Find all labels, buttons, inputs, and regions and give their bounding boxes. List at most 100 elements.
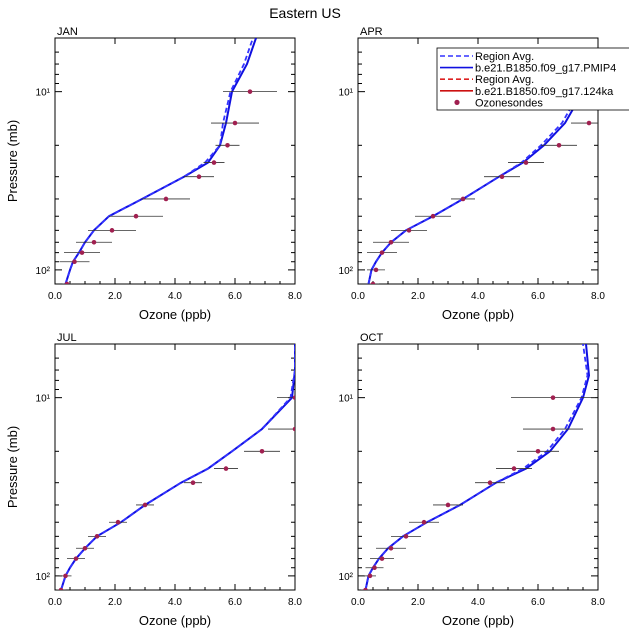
y-tick-label: 10¹ xyxy=(339,394,354,405)
series-model xyxy=(64,38,257,284)
ozonesonde-point xyxy=(223,466,229,471)
ozonesonde-point xyxy=(511,466,517,471)
x-tick-label: 6.0 xyxy=(228,291,242,302)
legend-entry: b.e21.B1850.f09_g17.124ka xyxy=(440,86,614,98)
ozonesonde-point xyxy=(403,534,409,539)
x-tick-label: 6.0 xyxy=(228,597,242,608)
ozonesonde-point xyxy=(556,143,562,148)
plot-frame xyxy=(54,343,296,591)
ozonesonde-point xyxy=(550,395,556,400)
legend-entry: Region Avg. xyxy=(440,74,534,86)
panel-oct: OCT 0.0 2.0 4.0 6.0 8.0 10² 10¹ Ozone (ppb) xyxy=(339,332,606,628)
ozonesonde-point xyxy=(367,573,373,579)
x-tick-label: 6.0 xyxy=(531,597,545,608)
figure-title: Eastern US xyxy=(269,5,341,21)
ozonesonde-point xyxy=(388,239,394,245)
ozonesonde-point xyxy=(58,587,64,590)
y-axis-label: Pressure (mb) xyxy=(5,426,20,508)
series-model xyxy=(364,344,591,590)
series-region-avg xyxy=(64,38,254,284)
x-tick-label: 8.0 xyxy=(288,291,302,302)
ozonesonde-point xyxy=(142,502,148,508)
plot-frame xyxy=(357,343,599,591)
ozonesonde-point xyxy=(487,480,493,485)
ozonesonde-point xyxy=(460,196,466,202)
x-tick-label: 2.0 xyxy=(108,597,122,608)
y-tick-label: 10² xyxy=(36,266,51,277)
plot-frame xyxy=(54,37,296,285)
x-axis-label: Ozone (ppb) xyxy=(442,613,514,628)
ozonesonde-point xyxy=(550,426,556,432)
ozonesonde-point xyxy=(73,556,79,561)
y-axis-label: Pressure (mb) xyxy=(5,120,20,202)
series-region-avg xyxy=(60,344,295,590)
legend-entry: Region Avg. xyxy=(440,51,534,63)
plot-area xyxy=(56,344,295,590)
y-tick-label: 10¹ xyxy=(36,394,51,405)
ozonesonde-point xyxy=(259,449,265,454)
ozonesonde-point xyxy=(535,449,541,454)
y-tick-label: 10¹ xyxy=(36,88,51,99)
ozonesonde-point xyxy=(91,239,97,245)
x-tick-label: 0.0 xyxy=(48,291,62,302)
ozonesonde-point xyxy=(196,174,202,179)
ozonesonde-point xyxy=(94,534,100,539)
legend-marker xyxy=(454,99,460,105)
ozonesonde-point xyxy=(586,120,592,126)
ozonesonde-point xyxy=(63,573,68,579)
legend-entry: Ozonesondes xyxy=(454,97,543,109)
panels: JAN 0.0 2.0 4.0 6.0 8.0 10² 10¹ Ozone (ppb) Press… xyxy=(5,26,606,628)
ozonesonde-point xyxy=(445,502,451,508)
ozonesonde-point xyxy=(225,143,230,148)
ozonesonde-point xyxy=(163,196,169,202)
legend: Region Avg.b.e21.B1850.f09_g17.PMIP4Regi… xyxy=(436,47,629,111)
ozonesonde-point xyxy=(211,160,217,165)
x-tick-label: 8.0 xyxy=(591,291,605,302)
ozonesonde-point xyxy=(133,213,139,219)
ozonesonde-point xyxy=(430,213,436,219)
ozonesonde-point xyxy=(72,259,77,265)
ozonesonde-point xyxy=(499,174,505,179)
x-tick-label: 0.0 xyxy=(351,291,365,302)
x-tick-label: 4.0 xyxy=(471,597,485,608)
ozonesonde-point xyxy=(247,89,253,94)
plot-area xyxy=(361,344,595,590)
ozonesonde-point xyxy=(115,519,121,525)
panel-jul: JUL 0.0 2.0 4.0 6.0 8.0 10² 10¹ Ozone (ppb) Press… xyxy=(5,332,302,628)
ozonesonde-point xyxy=(373,267,379,273)
x-tick-label: 2.0 xyxy=(411,291,425,302)
panel-apr: APR 0.0 2.0 4.0 6.0 8.0 10² 10¹ Ozone (ppb) xyxy=(339,26,606,322)
y-tick-label: 10¹ xyxy=(339,88,354,99)
x-axis-label: Ozone (ppb) xyxy=(139,307,211,322)
x-tick-label: 8.0 xyxy=(288,597,302,608)
ozonesonde-point xyxy=(190,480,196,485)
series-model xyxy=(60,344,295,590)
x-axis-label: Ozone (ppb) xyxy=(442,307,514,322)
panel-jan: JAN 0.0 2.0 4.0 6.0 8.0 10² 10¹ Ozone (ppb) Press… xyxy=(5,26,302,322)
ozonesonde-point xyxy=(109,228,115,233)
legend-label: Region Avg. xyxy=(475,51,534,63)
x-tick-label: 4.0 xyxy=(168,291,182,302)
ozonesonde-point xyxy=(292,426,295,432)
ozonesonde-point xyxy=(379,250,385,255)
x-axis-label: Ozone (ppb) xyxy=(139,613,211,628)
x-tick-label: 4.0 xyxy=(471,291,485,302)
panel-title: JAN xyxy=(57,26,78,38)
legend-label: Region Avg. xyxy=(475,74,534,86)
ozonesonde-point xyxy=(379,556,385,561)
legend-label: b.e21.B1850.f09_g17.124ka xyxy=(475,86,614,98)
panel-title: APR xyxy=(360,26,383,38)
panel-title: OCT xyxy=(360,332,384,344)
ozonesonde-point xyxy=(388,545,394,551)
x-tick-label: 0.0 xyxy=(48,597,62,608)
x-tick-label: 2.0 xyxy=(108,291,122,302)
ozonesonde-point xyxy=(232,120,238,126)
x-tick-label: 4.0 xyxy=(168,597,182,608)
legend-label: Ozonesondes xyxy=(475,97,543,109)
x-tick-label: 6.0 xyxy=(531,291,545,302)
ozonesonde-point xyxy=(82,545,88,551)
ozonesonde-point xyxy=(523,160,529,165)
x-tick-label: 2.0 xyxy=(411,597,425,608)
ozonesonde-point xyxy=(363,587,368,590)
